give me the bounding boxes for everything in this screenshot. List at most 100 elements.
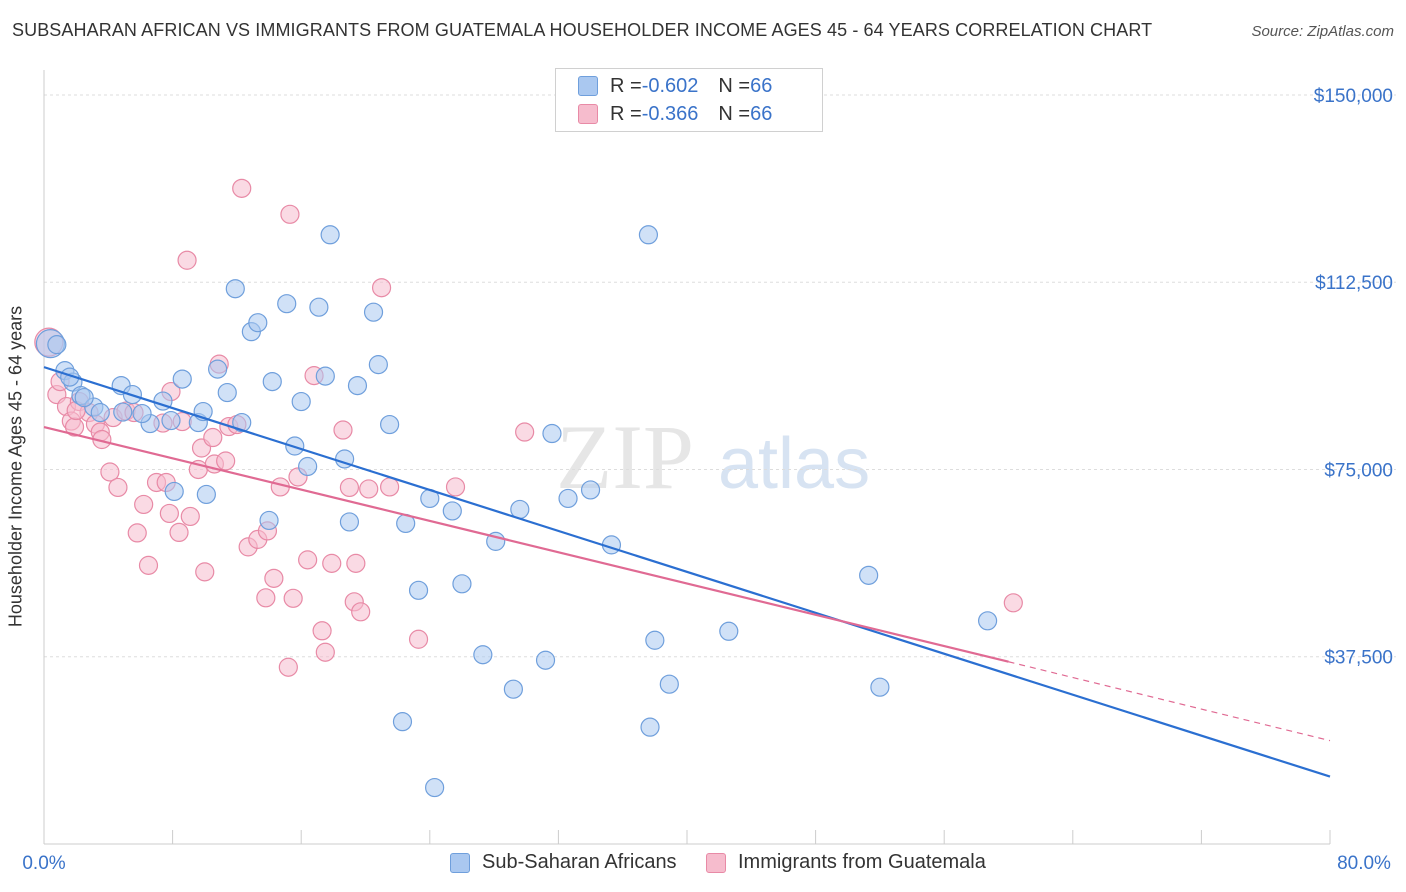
subsaharan-points (35, 225, 998, 798)
guatemala-point (380, 477, 400, 497)
subsaharan-point (320, 225, 340, 245)
grid-lines (44, 94, 1396, 658)
bottom-legend-subsaharan: Sub-Saharan Africans (450, 851, 677, 874)
subsaharan-point (298, 456, 318, 477)
subsaharan-point (232, 412, 252, 433)
subsaharan-point (558, 488, 578, 509)
y-tick-label: $37,500 (1324, 648, 1393, 669)
legend-row-subsaharan: R = -0.602 N = 66 (578, 74, 772, 98)
guatemala-point (180, 506, 200, 527)
guatemala-point (177, 250, 197, 270)
guatemala-point (169, 522, 189, 543)
watermark-zip: ZIP (556, 406, 694, 508)
subsaharan-point (659, 674, 679, 694)
legend-swatch-blue (578, 76, 598, 96)
subsaharan-point (380, 414, 400, 435)
subsaharan-point (503, 679, 523, 699)
legend-r-value: -0.602 (641, 74, 699, 97)
guatemala-point (278, 657, 298, 677)
subsaharan-point (262, 371, 282, 392)
guatemala-point (333, 420, 353, 440)
subsaharan-point (208, 359, 228, 379)
subsaharan-point (870, 677, 890, 697)
guatemala-point (515, 422, 535, 442)
subsaharan-point (47, 335, 67, 355)
bottom-legend-label: Immigrants from Guatemala (738, 851, 986, 873)
guatemala-trend-extension (1008, 661, 1331, 742)
guatemala-point (322, 553, 342, 573)
subsaharan-point (196, 484, 216, 505)
legend-n-label: N = (718, 74, 751, 97)
tick-labels: $37,500 $75,000 $112,500 $150,000 0.0% 80.0% (22, 86, 1393, 874)
subsaharan-point (368, 355, 388, 375)
bottom-swatch-pink (706, 852, 726, 873)
subsaharan-point (580, 480, 601, 500)
y-axis-label: Householder Income Ages 45 - 64 years (5, 305, 26, 628)
trend-lines (43, 366, 1331, 778)
guatemala-point (216, 451, 236, 471)
guatemala-point (195, 562, 215, 582)
guatemala-point (346, 553, 366, 573)
guatemala-point (159, 503, 179, 524)
subsaharan-point (452, 574, 472, 594)
guatemala-point (445, 477, 466, 497)
subsaharan-point (225, 279, 245, 299)
y-tick-label: $75,000 (1324, 460, 1393, 481)
subsaharan-point (640, 717, 660, 737)
bottom-legend-guatemala: Immigrants from Guatemala (706, 851, 986, 874)
guatemala-point (339, 477, 360, 498)
subsaharan-point (172, 369, 192, 389)
axes (43, 70, 1331, 845)
legend-r-value: -0.366 (641, 102, 699, 125)
x-tick-label: 0.0% (22, 853, 65, 874)
subsaharan-point (217, 382, 237, 403)
subsaharan-point (113, 402, 133, 422)
legend-n-label: N = (718, 102, 751, 125)
subsaharan-point (473, 645, 493, 665)
subsaharan-point (363, 302, 384, 322)
guatemala-point (256, 588, 276, 608)
legend-n-value: 66 (750, 102, 773, 125)
y-tick-label: $150,000 (1314, 86, 1393, 107)
subsaharan-point (161, 410, 181, 431)
subsaharan-point (248, 313, 268, 333)
source-label: Source: ZipAtlas.com (1251, 23, 1394, 40)
guatemala-point (298, 550, 318, 570)
bottom-swatch-blue (450, 852, 470, 873)
subsaharan-point (347, 375, 368, 396)
subsaharan-point (164, 481, 184, 502)
subsaharan-point (309, 297, 329, 317)
guatemala-point (371, 278, 392, 298)
subsaharan-point (645, 630, 665, 650)
subsaharan-point (638, 225, 659, 245)
legend-r-label: R = (610, 74, 642, 97)
subsaharan-point (978, 611, 998, 631)
subsaharan-trend-line (43, 366, 1331, 778)
subsaharan-point (291, 391, 311, 412)
guatemala-point (408, 629, 429, 649)
chart-title: SUBSAHARAN AFRICAN VS IMMIGRANTS FROM GU… (12, 20, 1153, 40)
guatemala-point (100, 462, 120, 482)
guatemala-point (232, 178, 252, 198)
y-tick-label: $112,500 (1315, 273, 1393, 294)
guatemala-point (312, 621, 332, 641)
subsaharan-point (277, 294, 297, 314)
subsaharan-point (425, 777, 445, 798)
subsaharan-point (90, 402, 110, 423)
guatemala-point (127, 523, 147, 543)
subsaharan-point (259, 510, 279, 531)
guatemala-points (34, 178, 1023, 677)
guatemala-point (108, 477, 128, 498)
guatemala-point (1003, 593, 1023, 613)
subsaharan-point (315, 366, 335, 386)
guatemala-point (264, 568, 284, 588)
subsaharan-point (132, 403, 152, 424)
guatemala-trend-line (43, 425, 1009, 663)
bottom-legend-label: Sub-Saharan Africans (482, 851, 677, 873)
guatemala-point (134, 494, 154, 515)
subsaharan-point (392, 712, 413, 732)
subsaharan-point (408, 580, 429, 600)
guatemala-point (203, 427, 223, 448)
guatemala-point (315, 642, 335, 662)
